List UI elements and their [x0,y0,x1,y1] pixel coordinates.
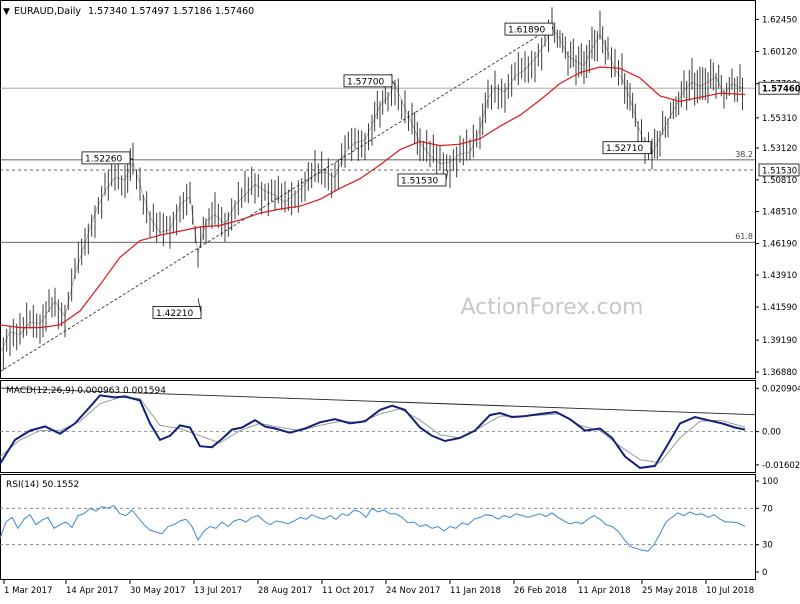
x-tick-label: 26 Feb 2018 [514,586,567,596]
x-tick-label: 24 Nov 2017 [386,586,440,596]
chart-symbol: EURAUD,Daily [14,6,81,17]
annotation-leader [391,80,396,86]
annotation-leader [551,26,554,30]
x-tick-label: 11 Jan 2018 [450,586,501,596]
x-tick-label: 1 Mar 2017 [4,586,52,596]
current-price-box [758,81,800,95]
trendline [0,26,553,373]
chart-ohlc: 1.57340 1.57497 1.57186 1.57460 [88,6,254,17]
y-tick-label: 1.50810 [762,176,797,186]
y-tick-label: 30 [762,541,773,551]
x-tick-label: 28 Aug 2017 [258,586,312,596]
price-panel-frame [0,0,756,379]
fib-label: 38.2 [735,150,753,159]
y-tick-label: 1.53120 [762,144,797,154]
y-tick-label: -0.016023 [762,461,800,471]
y-tick-label: 0.00 [762,428,781,438]
y-tick-label: 1.62450 [762,15,797,25]
y-tick-label: 1.46190 [762,240,797,250]
collapse-triangle-icon[interactable]: ▼ [3,7,10,17]
y-tick-label: 1.55310 [762,114,797,124]
level-price-box [758,163,800,177]
x-tick-label: 11 Oct 2017 [322,586,375,596]
price-panel: 1.624501.601201.577901.553101.531201.508… [0,7,800,378]
x-tick-label: 25 May 2018 [642,586,697,596]
price-annotation: 1.52260 [85,154,122,164]
y-tick-label: 0 [762,568,767,578]
macd-panel: 0.020904 0.00 -0.016023 [0,384,800,471]
annotation-leader [650,147,653,154]
fib-label: 61.8 [735,232,753,241]
moving-average-line [0,66,746,329]
macd-line [0,394,746,469]
price-annotation: 1.42210 [156,309,193,319]
x-tick-label: 10 Jul 2018 [706,586,754,596]
watermark: ActionForex.com [461,295,644,320]
rsi-panel: 100 70 30 0 [0,477,778,578]
x-tick-label: 13 Jul 2017 [194,586,242,596]
price-bars [0,7,743,371]
y-tick-label: 1.60120 [762,48,797,58]
x-tick-label: 11 Apr 2018 [578,586,631,596]
x-tick-label: 14 Apr 2017 [66,586,119,596]
annotation-leader [197,298,202,313]
macd-label: MACD(12,26,9) 0.000963 0.001594 [6,386,166,396]
y-tick-label: 1.39190 [762,336,797,346]
y-tick-label: 100 [762,477,778,487]
macd-trendline [0,387,756,416]
y-tick-label: 1.36880 [762,368,797,378]
price-annotation: 1.52710 [606,144,643,154]
y-tick-label: 70 [762,504,773,514]
rsi-label: RSI(14) 50.1552 [6,480,79,490]
price-annotation: 1.61890 [508,26,545,36]
current-price-label: 1.57460 [762,85,800,95]
y-tick-label: 1.48510 [762,208,797,218]
y-tick-label: 0.020904 [762,384,800,394]
price-line [0,26,746,354]
price-annotation: 1.57700 [347,77,384,87]
y-tick-label: 1.41590 [762,303,797,313]
x-axis: 1 Mar 2017 14 Apr 2017 30 May 2017 13 Jul 2… [3,580,754,596]
annotation-leader [445,169,449,181]
x-tick-label: 30 May 2017 [130,586,185,596]
y-tick-label: 1.43910 [762,271,797,281]
annotation-leader [129,157,134,161]
price-annotation: 1.51530 [401,176,438,186]
rsi-line [0,504,746,552]
level-price-label: 1.51530 [762,166,797,176]
rsi-panel-frame [0,474,756,580]
